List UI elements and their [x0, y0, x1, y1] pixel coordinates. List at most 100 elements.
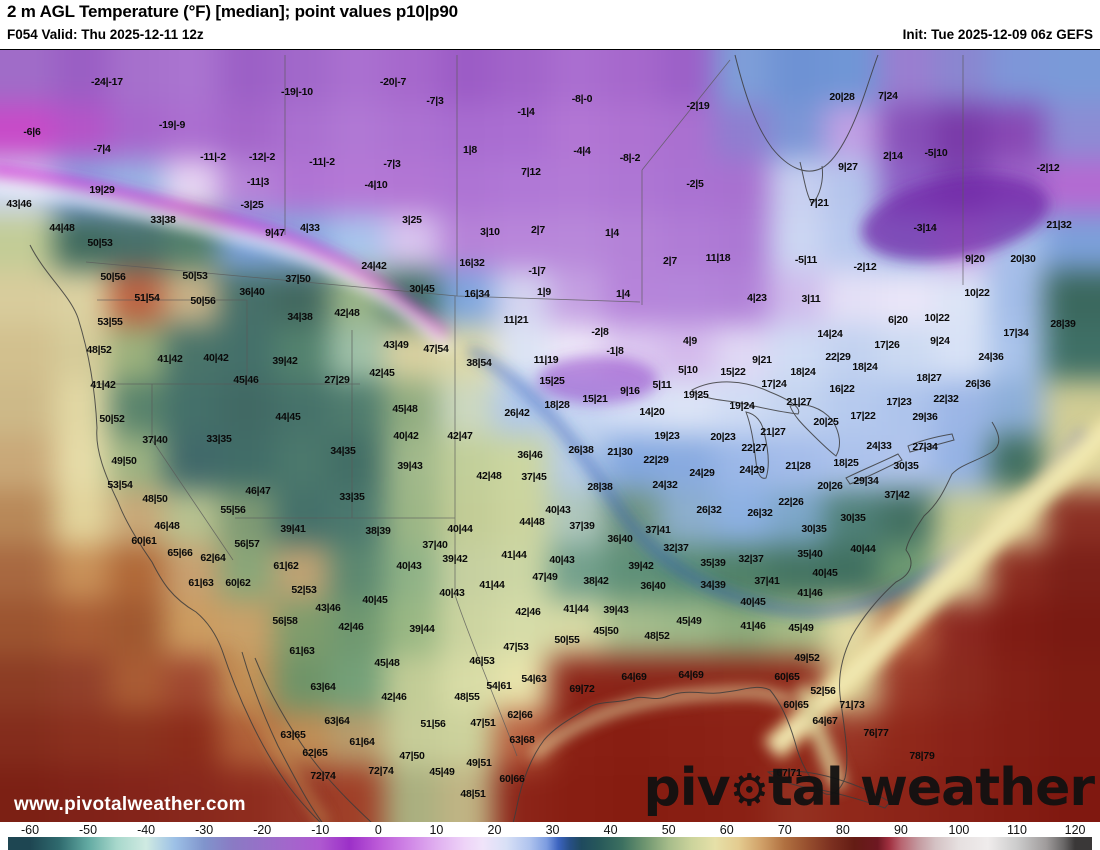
point-value: 61|63	[188, 576, 214, 589]
point-value: 41|46	[797, 586, 823, 599]
point-value: 45|48	[392, 402, 418, 415]
colorbar-tick-label: 30	[545, 823, 560, 837]
cold-core-quebec	[861, 175, 1049, 261]
point-value: 9|16	[620, 384, 640, 397]
point-value: 69|72	[569, 682, 595, 695]
point-value: 76|77	[863, 726, 889, 739]
point-value: 30|45	[409, 282, 435, 295]
point-value: 24|32	[652, 478, 678, 491]
point-value: 45|50	[593, 624, 619, 637]
point-value: -11|3	[246, 175, 270, 188]
point-value: 19|23	[654, 429, 680, 442]
point-value: -2|12	[1036, 161, 1060, 174]
point-value: 48|55	[454, 690, 480, 703]
point-value: 60|62	[225, 576, 251, 589]
point-value: 48|52	[644, 629, 670, 642]
point-value: 50|53	[87, 236, 113, 249]
point-value: 4|9	[682, 334, 698, 347]
map-canvas[interactable]: -24|-17 -19|-10 -20|-7 -8|-0 20|28 7|24 -19|-9…	[0, 50, 1100, 822]
point-value: 42|46	[515, 605, 541, 618]
header-bar: 2 m AGL Temperature (°F) [median]; point…	[0, 0, 1100, 50]
valid-time-label: F054 Valid: Thu 2025-12-11 12z	[7, 27, 204, 42]
init-time-label: Init: Tue 2025-12-09 06z GEFS	[902, 27, 1093, 42]
point-value: 47|49	[532, 570, 558, 583]
point-value: 63|65	[280, 728, 306, 741]
point-value: 78|79	[909, 749, 935, 762]
point-value: 36|40	[640, 579, 666, 592]
point-value: 24|33	[866, 439, 892, 452]
point-value: 60|65	[774, 670, 800, 683]
lake-ontario	[907, 433, 955, 453]
point-value: 72|74	[310, 769, 336, 782]
colorbar-tick-label: 60	[719, 823, 734, 837]
point-value: 51|54	[134, 291, 160, 304]
white-contour-band	[0, 183, 453, 353]
point-value: -2|5	[686, 177, 704, 190]
point-value: 43|49	[383, 338, 409, 351]
point-value: 49|52	[794, 651, 820, 664]
point-value: 34|38	[287, 310, 313, 323]
point-values-layer: -24|-17 -19|-10 -20|-7 -8|-0 20|28 7|24 -19|-9…	[0, 50, 1100, 822]
point-value: -12|-2	[248, 150, 276, 163]
point-value: 62|65	[302, 746, 328, 759]
point-value: 5|11	[652, 378, 672, 391]
point-value: 48|50	[142, 492, 168, 505]
baja-warm-strip	[220, 646, 329, 822]
point-value: 32|37	[738, 552, 764, 565]
magenta-frontal-band	[0, 166, 450, 343]
point-value: 62|66	[507, 708, 533, 721]
point-value: 65|66	[167, 546, 193, 559]
point-value: 4|33	[300, 221, 320, 234]
point-value: 20|28	[829, 90, 855, 103]
point-value: 1|8	[462, 143, 478, 156]
point-value: 1|9	[536, 285, 552, 298]
point-value: 53|54	[107, 478, 133, 491]
lake-huron	[789, 404, 840, 457]
point-value: 37|41	[645, 523, 671, 536]
point-value: 21|28	[785, 459, 811, 472]
point-value: 48|52	[86, 343, 112, 356]
point-value: 24|42	[361, 259, 387, 272]
point-value: 28|39	[1050, 317, 1076, 330]
point-value: 36|46	[517, 448, 543, 461]
colorbar-tick-label: 110	[1007, 823, 1027, 837]
point-value: 64|69	[678, 668, 704, 681]
point-value: 29|36	[912, 410, 938, 423]
point-value: 3|10	[480, 225, 500, 238]
point-value: 55|56	[220, 503, 246, 516]
point-value: 24|29	[689, 466, 715, 479]
point-value: 40|45	[740, 595, 766, 608]
point-value: 46|47	[245, 484, 271, 497]
point-value: 44|48	[49, 221, 75, 234]
point-value: 33|35	[206, 432, 232, 445]
point-value: 9|47	[265, 226, 285, 239]
point-value: 24|36	[978, 350, 1004, 363]
colorbar-tick-label: -40	[137, 823, 156, 837]
point-value: 60|65	[783, 698, 809, 711]
point-value: 7|12	[521, 165, 541, 178]
point-value: 50|56	[100, 270, 126, 283]
point-value: 39|41	[280, 522, 306, 535]
point-value: 47|50	[399, 749, 425, 762]
colorbar-tick-label: 90	[893, 823, 908, 837]
point-value: 28|38	[587, 480, 613, 493]
point-value: 40|43	[439, 586, 465, 599]
point-value: 40|43	[549, 553, 575, 566]
point-value: -11|-2	[200, 150, 226, 163]
point-value: 50|55	[554, 633, 580, 646]
point-value: 29|34	[853, 474, 879, 487]
point-value: 20|25	[813, 415, 839, 428]
point-value: 45|49	[788, 621, 814, 634]
map-title: 2 m AGL Temperature (°F) [median]; point…	[7, 2, 458, 21]
point-value: 32|37	[663, 541, 689, 554]
point-value: 37|40	[422, 538, 448, 551]
gulf-stream-core	[768, 429, 1100, 754]
point-value: 22|29	[825, 350, 851, 363]
point-value: 26|38	[568, 443, 594, 456]
point-value: 44|48	[519, 515, 545, 528]
point-value: 47|53	[503, 640, 529, 653]
brand-text-left: piv	[643, 758, 731, 818]
colorbar-tick-label: 10	[429, 823, 444, 837]
point-value: 56|58	[272, 614, 298, 627]
point-value: 20|23	[710, 430, 736, 443]
